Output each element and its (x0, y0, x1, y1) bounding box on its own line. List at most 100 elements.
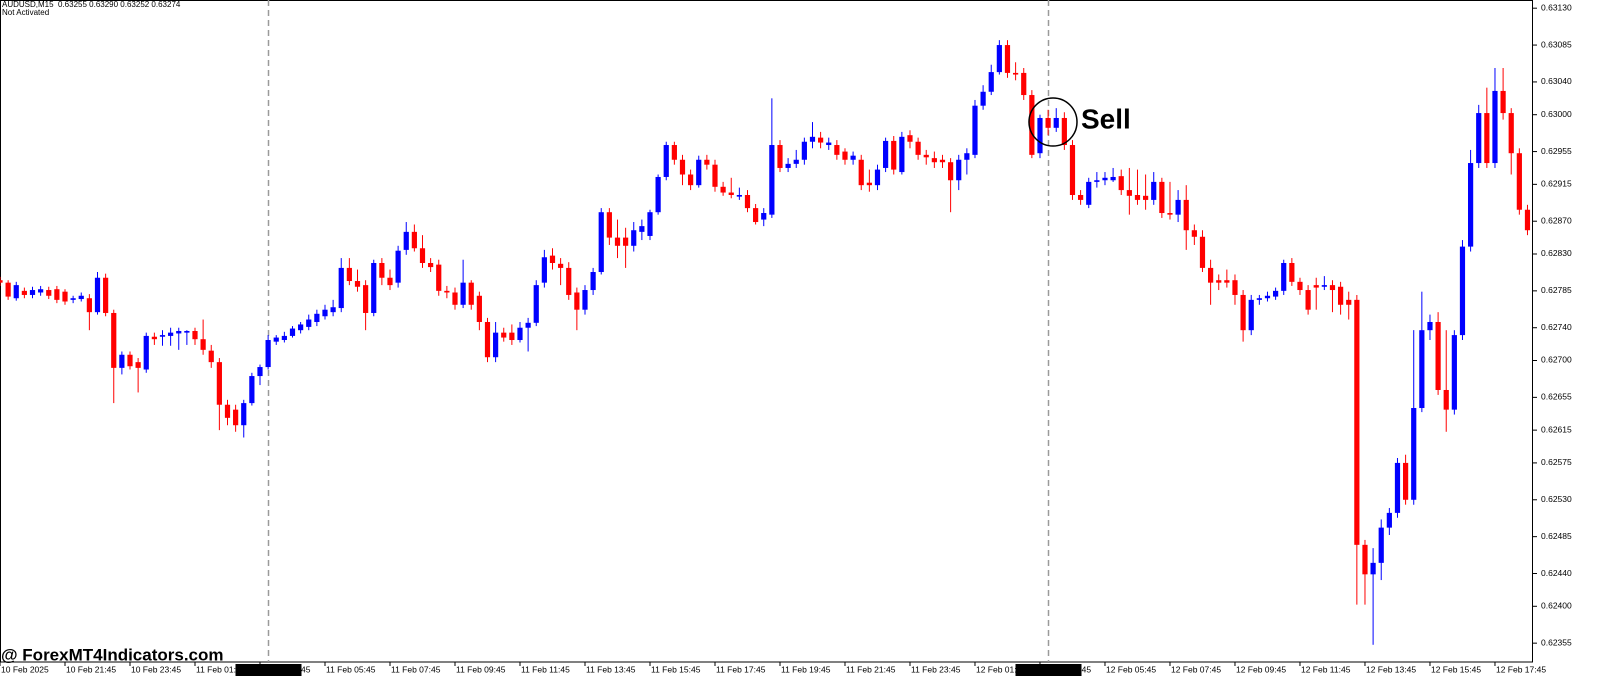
candle-body (1346, 299, 1352, 305)
candle-body (728, 192, 734, 195)
candle-body (1110, 176, 1116, 181)
candle-body (233, 409, 239, 426)
candle-body (582, 290, 588, 310)
candle-body (939, 159, 946, 163)
candle-body (1443, 389, 1449, 410)
candle-body (289, 328, 296, 336)
candle-body (696, 159, 702, 186)
candle-body (931, 158, 937, 163)
x-tick-label: 11 Feb 13:45 (586, 664, 636, 674)
candle-body (980, 91, 986, 106)
y-tick-label: 0.62355 (1541, 637, 1572, 647)
candle-body (891, 140, 897, 170)
candle-body (38, 289, 44, 293)
candle-body (281, 335, 287, 341)
candle-body (1086, 181, 1092, 205)
candle-body (574, 292, 580, 310)
x-tick-label: 12 Feb 17:45 (1496, 664, 1546, 674)
candle-body (753, 208, 759, 223)
candle-body (623, 237, 629, 246)
candle-body (176, 331, 182, 334)
candle-body (1126, 190, 1132, 196)
candle-body (720, 186, 726, 193)
candle-body (395, 250, 401, 283)
candle-body (411, 231, 417, 249)
candle-body (1004, 45, 1011, 73)
candle-body (1224, 280, 1230, 283)
candle-body (501, 332, 507, 338)
y-tick-label: 0.62955 (1541, 146, 1572, 156)
candle-body (1484, 113, 1490, 164)
candle-body (761, 213, 767, 220)
y-tick-label: 0.63085 (1541, 39, 1572, 49)
candle-body (509, 332, 515, 341)
candle-body (1208, 267, 1214, 283)
candle-body (956, 159, 962, 181)
candle-body (1053, 117, 1059, 128)
candle-body (403, 231, 409, 250)
candle-body (1354, 299, 1360, 545)
candle-body (1061, 117, 1067, 146)
candle-body (29, 290, 36, 295)
candle-body (1378, 527, 1384, 563)
candle-body (1338, 286, 1344, 305)
candle-body (78, 295, 84, 300)
x-tick-label: 11 Feb 17:45 (716, 664, 766, 674)
candle-body (13, 285, 19, 299)
y-tick-label: 0.62615 (1541, 424, 1572, 434)
candle-body (241, 403, 247, 426)
candle-body (631, 230, 637, 246)
candle-body (1159, 181, 1165, 214)
candle-body (883, 140, 889, 168)
candle-body (525, 322, 531, 328)
candle-body (444, 290, 450, 293)
candle-body (1183, 199, 1189, 231)
candle-body (224, 404, 231, 418)
x-tick-label: 12 Feb 13:45 (1366, 664, 1416, 674)
candle-body (468, 282, 474, 305)
y-tick-label: 0.62400 (1541, 601, 1572, 611)
candle-body (826, 142, 832, 146)
candle-body (858, 159, 864, 186)
candle-body (1232, 280, 1238, 295)
candle-body (1476, 113, 1482, 164)
candle-body (655, 176, 661, 213)
candle-body (216, 362, 222, 405)
candle-body (996, 45, 1002, 73)
candle-body (558, 263, 564, 268)
candle-body (614, 237, 621, 246)
candle-body (476, 295, 482, 322)
candle-body (387, 277, 393, 286)
annotation: Sell (1081, 103, 1131, 134)
candle-body (801, 141, 807, 160)
candle-body (1069, 145, 1076, 195)
candle-body (907, 135, 913, 142)
x-tick-label: 11 Feb 23:45 (911, 664, 961, 674)
x-tick-label: 12 Feb 07:45 (1171, 664, 1221, 674)
x-tick-label: 12 Feb 15:45 (1431, 664, 1481, 674)
candle-body (874, 169, 881, 186)
watermark: @ ForexMT4Indicators.com (1, 645, 224, 664)
candle-body (265, 340, 271, 368)
candle-body (647, 212, 653, 236)
candle-body (1419, 330, 1425, 409)
candle-body (606, 212, 612, 238)
candle-body (200, 339, 206, 350)
candle-body (1500, 90, 1506, 114)
plot-frame (0, 0, 1533, 663)
x-tick-label: 11 Feb 07:45 (391, 664, 441, 674)
candle-body (1094, 180, 1100, 182)
candle-body (54, 289, 60, 300)
candle-body (159, 335, 166, 337)
candle-body (1273, 290, 1279, 297)
x-tick-label: 11 Feb 11:45 (521, 664, 570, 674)
candle-body (0, 280, 3, 283)
candle-body (834, 145, 840, 155)
candle-body (1362, 544, 1368, 575)
candle-body (1134, 194, 1141, 200)
candle-body (1524, 209, 1531, 231)
x-tick-label: 10 Feb 21:45 (66, 664, 116, 674)
candle-body (1386, 512, 1392, 528)
candle-body (590, 272, 596, 291)
candle-body (1216, 280, 1222, 283)
